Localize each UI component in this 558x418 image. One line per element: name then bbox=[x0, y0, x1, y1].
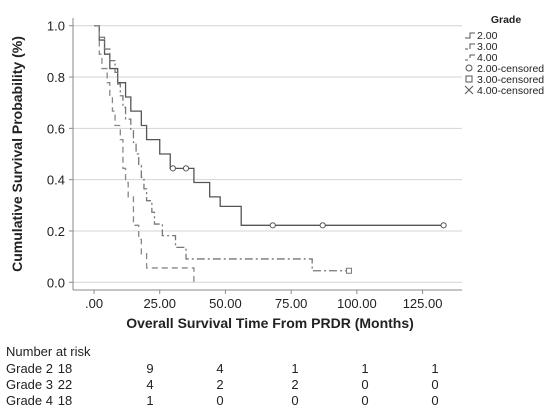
risk-cell: 1 bbox=[431, 361, 439, 376]
series-line-grade-3.00 bbox=[94, 25, 349, 272]
risk-cell: 4 bbox=[216, 361, 224, 376]
censor-marker-circle bbox=[319, 222, 326, 229]
legend-symbol-circle bbox=[465, 64, 473, 72]
risk-cell: 0 bbox=[431, 377, 439, 392]
risk-cell: 0 bbox=[431, 393, 439, 408]
survival-chart: .00 25.00 50.00 75.00 100.00 125.00 0.0 0.2 0.4… bbox=[9, 14, 544, 331]
risk-cell: 18 bbox=[57, 361, 73, 376]
gridlines bbox=[69, 25, 462, 283]
censor-marker-circle bbox=[440, 222, 447, 229]
risk-cell: 0 bbox=[361, 377, 369, 392]
y-tick-label: 0.8 bbox=[47, 70, 65, 85]
risk-row-label: Grade 4 bbox=[6, 393, 53, 408]
legend-label: 2.00-censored bbox=[477, 63, 544, 75]
risk-cell: 2 bbox=[216, 377, 224, 392]
x-tick-label: 25.00 bbox=[143, 296, 176, 311]
x-tick-label: 125.00 bbox=[403, 296, 443, 311]
risk-row: Grade 3 22 4 2 2 0 0 bbox=[0, 377, 470, 393]
y-tick-label: 0.6 bbox=[47, 121, 65, 136]
x-tick-label: 75.00 bbox=[275, 296, 308, 311]
censor-marker-circle bbox=[269, 222, 276, 229]
legend-item: 3.00-censored bbox=[465, 74, 544, 86]
legend-symbol-dashdot bbox=[465, 43, 475, 50]
risk-cell: 1 bbox=[146, 393, 154, 408]
legend-item: 4.00 bbox=[465, 52, 498, 64]
y-tick-label: 1.0 bbox=[47, 19, 65, 34]
censor-marker-square bbox=[345, 267, 352, 274]
x-axis-title: Overall Survival Time From PRDR (Months) bbox=[126, 315, 414, 331]
risk-cell: 18 bbox=[57, 393, 73, 408]
legend: Grade 2.003.004.002.00-censored3.00-cens… bbox=[464, 14, 544, 97]
legend-item: 2.00 bbox=[465, 30, 498, 42]
y-axis-title: Cumulative Survival Probability (%) bbox=[9, 36, 25, 272]
risk-table-title: Number at risk bbox=[6, 344, 91, 359]
legend-label: 3.00 bbox=[477, 41, 498, 53]
censor-markers bbox=[169, 165, 447, 274]
risk-cell: 0 bbox=[216, 393, 224, 408]
legend-title: Grade bbox=[491, 14, 522, 26]
legend-symbol-solid bbox=[465, 32, 475, 39]
legend-label: 4.00 bbox=[477, 52, 498, 64]
risk-cell: 4 bbox=[146, 377, 154, 392]
y-tick-label: 0.2 bbox=[47, 224, 65, 239]
axes bbox=[72, 18, 462, 291]
survival-curves bbox=[94, 25, 444, 283]
risk-row-label: Grade 2 bbox=[6, 361, 53, 376]
x-tick-label: .00 bbox=[85, 296, 103, 311]
risk-cell: 1 bbox=[361, 361, 369, 376]
y-tick-label: 0.4 bbox=[47, 173, 65, 188]
risk-cell: 22 bbox=[57, 377, 73, 392]
censor-marker-circle bbox=[182, 165, 190, 172]
risk-cell: 0 bbox=[291, 393, 299, 408]
x-tick-labels: .00 25.00 50.00 75.00 100.00 125.00 bbox=[85, 290, 442, 311]
risk-cell: 2 bbox=[291, 377, 299, 392]
legend-symbol-square bbox=[465, 75, 473, 83]
risk-row: Grade 4 18 1 0 0 0 0 bbox=[0, 393, 470, 409]
legend-symbol-cross bbox=[464, 85, 474, 95]
risk-cell: 1 bbox=[291, 361, 299, 376]
legend-item: 3.00 bbox=[465, 41, 498, 53]
legend-label: 3.00-censored bbox=[477, 74, 544, 86]
risk-cell: 0 bbox=[361, 393, 369, 408]
legend-item: 2.00-censored bbox=[465, 63, 544, 75]
legend-label: 4.00-censored bbox=[477, 85, 544, 97]
risk-row: Grade 2 18 9 4 1 1 1 bbox=[0, 361, 470, 377]
legend-label: 2.00 bbox=[477, 30, 498, 42]
risk-cell: 9 bbox=[146, 361, 154, 376]
legend-symbol-dashed bbox=[465, 54, 475, 61]
legend-item: 4.00-censored bbox=[464, 85, 544, 97]
series-line-grade-2.00 bbox=[94, 25, 444, 226]
y-tick-label: 0.0 bbox=[47, 275, 65, 290]
risk-row-label: Grade 3 bbox=[6, 377, 53, 392]
censor-marker-circle bbox=[169, 165, 176, 172]
y-tick-labels: 0.0 0.2 0.4 0.6 0.8 1.0 bbox=[47, 19, 65, 291]
series-line-grade-4.00 bbox=[94, 25, 195, 283]
x-tick-label: 100.00 bbox=[337, 296, 377, 311]
x-tick-label: 50.00 bbox=[209, 296, 242, 311]
